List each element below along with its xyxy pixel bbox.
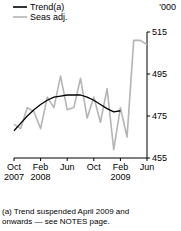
x-tick-label: Feb2008 — [31, 162, 51, 182]
x-label-line: Oct — [87, 162, 102, 172]
legend-swatch — [13, 16, 27, 18]
x-tick-label: Oct — [87, 162, 102, 172]
y-tick-label: 495 — [152, 69, 167, 79]
series-line — [14, 95, 120, 131]
legend-swatch — [13, 6, 27, 8]
legend-label: Trend(a) — [30, 2, 64, 12]
legend-label: Seas adj. — [30, 12, 68, 22]
x-tick — [147, 158, 148, 161]
y-tick — [147, 74, 150, 75]
x-label-line: Jun — [140, 162, 155, 172]
plot-area — [14, 40, 147, 149]
x-tick-label: Oct2007 — [4, 162, 24, 182]
x-label-line: 2007 — [4, 172, 24, 182]
y-tick — [147, 32, 150, 33]
x-tick-label: Jun — [140, 162, 155, 172]
x-tick — [120, 158, 121, 161]
x-label-line: Feb — [113, 162, 129, 172]
y-tick — [147, 116, 150, 117]
x-tick — [67, 158, 68, 161]
x-label-line: 2009 — [110, 172, 130, 182]
footnote: onwards — see NOTES page. — [2, 217, 110, 226]
x-tick — [40, 158, 41, 161]
x-label-line: Jun — [60, 162, 75, 172]
x-tick — [93, 158, 94, 161]
x-label-line: 2008 — [31, 172, 51, 182]
footnote: (a) Trend suspended April 2009 and — [2, 207, 129, 216]
y-axis — [147, 32, 148, 158]
x-tick-label: Jun — [60, 162, 75, 172]
x-tick-label: Feb2009 — [110, 162, 130, 182]
y-tick-label: 475 — [152, 111, 167, 121]
x-tick — [14, 158, 15, 161]
unit-label: '000 — [159, 2, 176, 12]
x-label-line: Oct — [7, 162, 22, 172]
y-tick-label: 515 — [152, 27, 167, 37]
x-axis — [14, 158, 147, 159]
x-label-line: Feb — [33, 162, 49, 172]
series-line — [14, 40, 147, 149]
